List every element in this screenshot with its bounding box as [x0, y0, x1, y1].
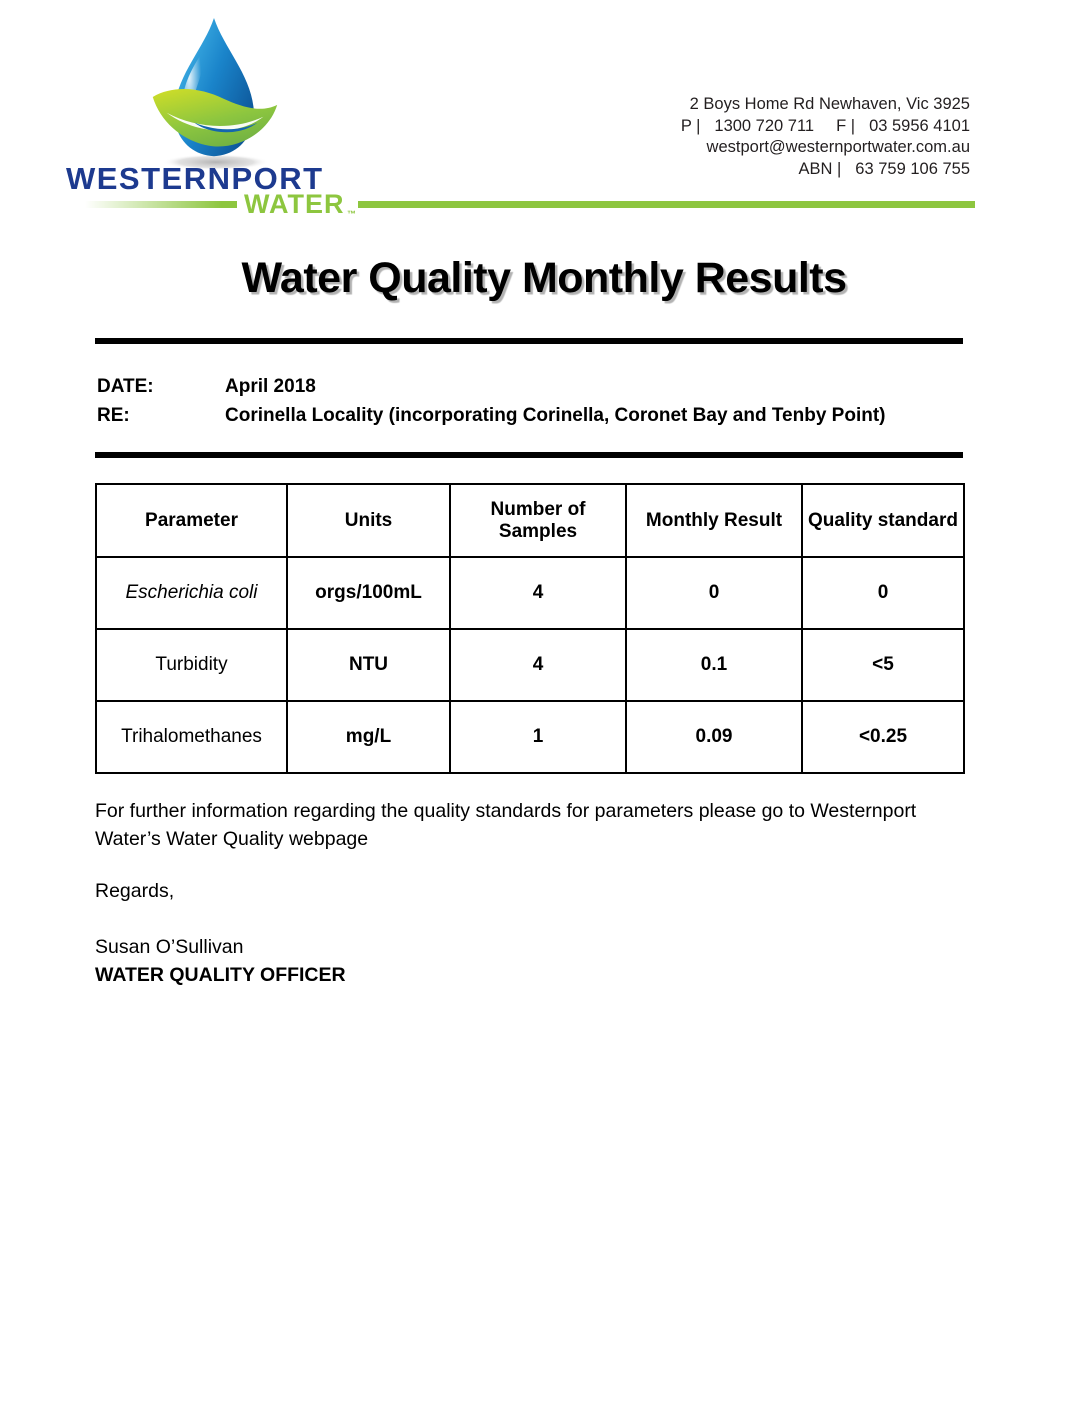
fax-number: 03 5956 4101 — [869, 116, 970, 135]
contact-phone-fax: P | 1300 720 711 F | 03 5956 4101 — [681, 116, 970, 138]
document-meta: DATE: April 2018 RE: Corinella Locality (i… — [97, 372, 886, 430]
cell-units: mg/L — [286, 700, 451, 774]
fax-label: F | — [836, 116, 856, 135]
re-row: RE: Corinella Locality (incorporating Cor… — [97, 401, 886, 430]
divider-bar-bottom — [95, 452, 963, 458]
phone-number: 1300 720 711 — [714, 116, 815, 135]
water-drop-leaf-logo-icon — [152, 17, 278, 171]
date-value: April 2018 — [225, 376, 316, 397]
cell-samples: 4 — [449, 556, 627, 630]
signature-title: WATER QUALITY OFFICER — [95, 964, 346, 986]
cell-quality-standard: 0 — [801, 556, 965, 630]
header-quality-standard: Quality standard — [801, 483, 965, 558]
cell-parameter: Escherichia coli — [95, 556, 288, 630]
cell-samples: 4 — [449, 628, 627, 702]
contact-block: 2 Boys Home Rd Newhaven, Vic 3925 P | 130… — [681, 94, 970, 180]
divider-bar-top — [95, 338, 963, 344]
phone-label: P | — [680, 116, 701, 135]
page-title: Water Quality Monthly Results — [241, 254, 847, 302]
footer-block: For further information regarding the qu… — [95, 797, 955, 989]
table-header-row: Parameter Units Number of Samples Monthl… — [95, 483, 965, 558]
cell-monthly-result: 0.1 — [625, 628, 803, 702]
header-number-of-samples: Number of Samples — [449, 483, 627, 558]
date-label: DATE: — [97, 376, 154, 397]
contact-email: westport@westernportwater.com.au — [706, 138, 970, 156]
cell-units: NTU — [286, 628, 451, 702]
cell-quality-standard: <5 — [801, 628, 965, 702]
header-parameter: Parameter — [95, 483, 288, 558]
abn-label: ABN | — [798, 159, 842, 178]
header-units: Units — [286, 483, 451, 558]
trademark-symbol: ™ — [347, 209, 356, 219]
cell-parameter: Trihalomethanes — [95, 700, 288, 774]
abn-number: 63 759 106 755 — [855, 159, 970, 178]
table-row: Escherichia coli orgs/100mL 4 0 0 — [95, 556, 965, 630]
cell-monthly-result: 0 — [625, 556, 803, 630]
brand-underline-left — [85, 201, 237, 208]
brand-underline-right — [358, 201, 975, 208]
cell-monthly-result: 0.09 — [625, 700, 803, 774]
further-info-text: For further information regarding the qu… — [95, 800, 917, 850]
re-value: Corinella Locality (incorporating Corine… — [225, 405, 886, 426]
brand-name-secondary: WATER — [244, 189, 345, 219]
brand-name-primary: WESTERNPORT — [66, 161, 324, 196]
signature-name: Susan O’Sullivan — [95, 936, 244, 958]
cell-units: orgs/100mL — [286, 556, 451, 630]
cell-quality-standard: <0.25 — [801, 700, 965, 774]
table-row: Turbidity NTU 4 0.1 <5 — [95, 628, 965, 702]
table-row: Trihalomethanes mg/L 1 0.09 <0.25 — [95, 700, 965, 774]
cell-parameter: Turbidity — [95, 628, 288, 702]
contact-abn: ABN | 63 759 106 755 — [681, 159, 971, 181]
cell-samples: 1 — [449, 700, 627, 774]
contact-address: 2 Boys Home Rd Newhaven, Vic 3925 — [689, 95, 970, 113]
header-monthly-result: Monthly Result — [625, 483, 803, 558]
regards-text: Regards, — [95, 880, 175, 902]
re-label: RE: — [97, 405, 130, 426]
date-row: DATE: April 2018 — [97, 372, 886, 401]
results-table: Parameter Units Number of Samples Monthl… — [95, 483, 965, 774]
